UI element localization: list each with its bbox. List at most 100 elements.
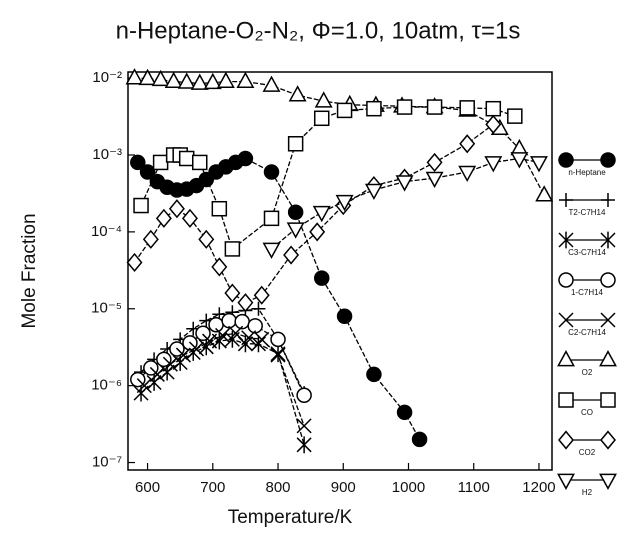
data-point [130, 154, 146, 171]
legend-marker [557, 473, 575, 490]
data-point [336, 102, 353, 119]
data-point [151, 69, 170, 87]
data-point [336, 308, 353, 324]
data-point [296, 387, 312, 404]
data-point [366, 366, 382, 383]
legend-marker [601, 193, 615, 207]
data-point [221, 312, 237, 329]
data-point [270, 345, 286, 363]
data-point [335, 194, 354, 212]
data-point [216, 71, 235, 88]
data-point [215, 327, 231, 343]
data-point [296, 436, 312, 454]
legend-marker [558, 272, 574, 288]
data-point [168, 199, 185, 219]
data-point [190, 73, 209, 90]
data-point [313, 110, 330, 127]
x-axis-label: Temperature/K [228, 507, 353, 528]
data-point [142, 229, 159, 249]
data-point [270, 347, 286, 363]
y-axis-label: Mole Fraction [19, 213, 40, 328]
data-point [162, 356, 178, 372]
data-point [263, 210, 280, 227]
data-point [288, 85, 307, 102]
series-line [140, 308, 305, 394]
data-point [149, 366, 165, 382]
legend-marker [558, 430, 574, 450]
plot-frame [127, 71, 553, 471]
data-point [312, 205, 331, 223]
data-point [507, 108, 523, 124]
data-point [286, 222, 305, 239]
data-point [426, 99, 443, 115]
data-point [535, 185, 554, 202]
data-point [313, 270, 330, 286]
data-point [485, 114, 502, 134]
data-point [510, 152, 529, 169]
data-point [364, 183, 383, 200]
y-tick-label: 10⁻² [92, 69, 122, 86]
legend-marker [600, 272, 616, 288]
data-point [138, 68, 157, 86]
legend-marker [600, 392, 616, 408]
data-point [425, 171, 444, 189]
data-point [181, 208, 198, 228]
data-point [195, 325, 211, 342]
data-point [254, 331, 270, 347]
data-point [485, 100, 502, 117]
data-point [396, 404, 413, 421]
data-point [396, 99, 413, 115]
x-tick-label: 1100 [458, 479, 490, 496]
y-tick-label: 10⁻⁴ [91, 223, 122, 240]
legend-marker [558, 231, 574, 249]
data-point [287, 135, 304, 152]
data-point [484, 156, 503, 173]
legend-marker [599, 350, 617, 367]
x-tick-label: 900 [331, 479, 356, 496]
series-line [134, 77, 545, 196]
legend-label: C2-C7H14 [568, 328, 606, 337]
data-point [237, 293, 254, 313]
data-point [241, 330, 257, 346]
data-point [253, 285, 270, 305]
data-point [156, 351, 172, 368]
data-point [262, 242, 281, 259]
data-point [250, 335, 266, 353]
x-tick-label: 1000 [392, 479, 425, 496]
legend-label: T2-C7H14 [569, 208, 606, 217]
y-tick-label: 10⁻⁷ [92, 454, 122, 471]
y-tick-label: 10⁻³ [92, 146, 122, 163]
data-point [203, 72, 222, 90]
data-point [366, 100, 382, 117]
data-point [133, 197, 149, 214]
legend-marker [600, 430, 616, 450]
data-point [164, 71, 183, 88]
data-point [426, 152, 443, 173]
data-point [228, 325, 244, 341]
data-point [262, 75, 281, 92]
data-point [211, 257, 228, 277]
data-point [459, 134, 476, 154]
data-point [251, 301, 266, 316]
data-point [395, 175, 414, 192]
data-point [126, 252, 143, 273]
legend-label: 1-C7H14 [571, 288, 604, 297]
data-point [287, 204, 304, 220]
x-tick-label: 1200 [522, 479, 555, 496]
series-line [137, 157, 421, 440]
legend-marker [558, 392, 574, 408]
data-point [459, 100, 475, 116]
data-point [314, 91, 333, 108]
legend-marker [600, 152, 616, 168]
data-point [211, 200, 228, 217]
data-point [202, 333, 218, 349]
data-point [155, 208, 172, 228]
legend-label: C3-C7H14 [568, 248, 606, 257]
data-point [309, 222, 326, 242]
data-point [188, 341, 205, 357]
x-tick-label: 700 [200, 479, 225, 496]
legend-marker [599, 473, 617, 490]
data-point [458, 165, 477, 182]
data-point [125, 68, 144, 85]
